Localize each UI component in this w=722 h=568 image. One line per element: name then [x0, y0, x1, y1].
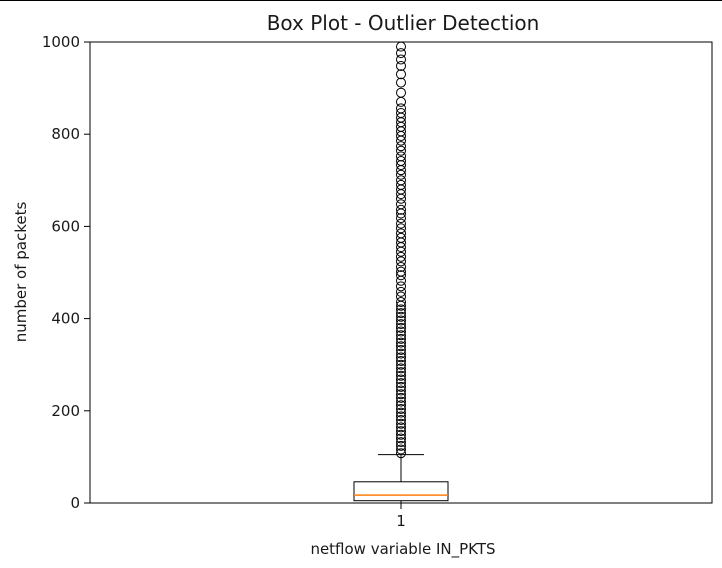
y-tick-label: 600	[51, 217, 80, 235]
outlier-point	[396, 437, 406, 448]
outlier-point	[396, 341, 406, 352]
outlier-point	[396, 204, 406, 215]
outlier-point	[396, 251, 406, 262]
outlier-point	[396, 337, 406, 348]
outlier-point	[396, 308, 406, 319]
outlier-point	[396, 223, 406, 234]
outlier-point	[396, 392, 406, 403]
outlier-point	[396, 155, 406, 166]
outlier-point	[396, 41, 406, 52]
outlier-point	[396, 315, 406, 326]
outlier-point	[396, 304, 406, 315]
outlier-point	[396, 103, 406, 114]
outlier-point	[396, 359, 406, 370]
outlier-point	[396, 297, 406, 308]
outlier-point	[396, 367, 406, 378]
outlier-point	[396, 344, 406, 355]
x-axis-label: netflow variable IN_PKTS	[310, 540, 495, 559]
outlier-point	[396, 256, 406, 267]
outlier-point	[396, 429, 406, 440]
outlier-point	[396, 396, 406, 407]
y-axis-label: number of packets	[12, 202, 30, 343]
window-top-border	[0, 0, 722, 1]
outlier-point	[396, 352, 406, 363]
outlier-point	[396, 179, 406, 190]
outlier-point	[396, 370, 406, 381]
outlier-point	[396, 400, 406, 411]
outlier-point	[396, 286, 406, 297]
outlier-point	[396, 77, 406, 88]
y-tick-label: 200	[51, 402, 80, 420]
outlier-point	[396, 433, 406, 444]
outlier-point	[396, 261, 406, 272]
outlier-point	[396, 378, 406, 389]
y-axis: 0 200 400 600 800 1000	[42, 33, 90, 512]
outlier-point	[396, 69, 406, 80]
outlier-point	[396, 232, 406, 243]
box-plot-series	[353, 454, 449, 504]
outlier-point	[396, 96, 406, 107]
outlier-point	[396, 266, 406, 277]
outlier-point	[396, 374, 406, 385]
outlier-point	[396, 333, 406, 344]
outlier-points	[396, 41, 406, 459]
outlier-point	[396, 418, 406, 429]
outlier-point	[396, 228, 406, 239]
outlier-point	[396, 107, 406, 118]
chart-title: Box Plot - Outlier Detection	[267, 11, 540, 35]
y-tick-label: 400	[51, 310, 80, 328]
x-tick-label: 1	[396, 512, 406, 530]
outlier-point	[396, 440, 406, 451]
outlier-point	[396, 403, 406, 414]
outlier-point	[396, 218, 406, 229]
outlier-point	[396, 275, 406, 286]
outlier-point	[396, 407, 406, 418]
outlier-point	[396, 330, 406, 341]
outlier-point	[396, 151, 406, 162]
outlier-point	[396, 356, 406, 367]
outlier-point	[396, 319, 406, 330]
outlier-point	[396, 213, 406, 224]
outlier-point	[396, 448, 406, 459]
y-tick-label: 800	[51, 125, 80, 143]
y-tick-label: 0	[70, 494, 80, 512]
outlier-point	[396, 381, 406, 392]
outlier-point	[396, 60, 406, 71]
outlier-point	[396, 444, 406, 455]
outlier-point	[396, 87, 406, 98]
x-axis: 1	[396, 503, 406, 530]
outlier-point	[396, 311, 406, 322]
outlier-point	[396, 199, 406, 210]
outlier-point	[396, 270, 406, 281]
outlier-point	[396, 348, 406, 359]
outlier-point	[396, 141, 406, 152]
outlier-point	[396, 145, 406, 156]
outlier-point	[396, 363, 406, 374]
outlier-point	[396, 322, 406, 333]
y-tick-label: 1000	[42, 33, 80, 51]
outlier-point	[396, 291, 406, 302]
outlier-point	[396, 281, 406, 292]
outlier-point	[396, 54, 406, 65]
outlier-point	[396, 48, 406, 59]
interquartile-box	[353, 481, 449, 502]
outlier-point	[396, 385, 406, 396]
outlier-point	[396, 422, 406, 433]
outlier-point	[396, 426, 406, 437]
outlier-point	[396, 415, 406, 426]
outlier-point	[396, 389, 406, 400]
outlier-point	[396, 326, 406, 337]
outlier-point	[396, 175, 406, 186]
outlier-point	[396, 169, 406, 180]
outlier-point	[396, 411, 406, 422]
